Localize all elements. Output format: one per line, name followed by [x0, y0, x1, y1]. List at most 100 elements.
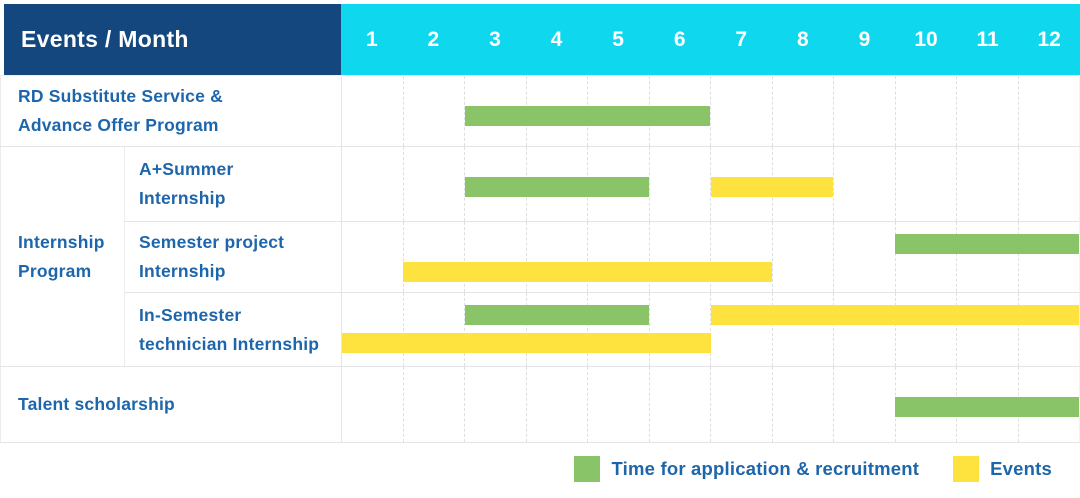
legend-item-events: Events: [953, 455, 1052, 482]
month-grid-column: [771, 367, 834, 442]
row-label-line: In-Semester: [139, 304, 242, 325]
month-grid-column: [402, 367, 465, 442]
events-color-swatch: [953, 455, 980, 482]
gantt-cell-in-semester-technician-internship: [341, 293, 1079, 366]
month-label-2: 2: [427, 27, 440, 51]
month-label-6: 6: [673, 27, 686, 51]
table-row: RD Substitute Service & Advance Offer Pr…: [0, 75, 1080, 147]
month-grid-column: [894, 76, 957, 146]
gantt-cell-talent-scholarship: [341, 367, 1079, 442]
month-grid-column: [342, 222, 403, 293]
month-grid-column: [1017, 147, 1080, 221]
gantt-bar-event: [710, 177, 834, 197]
month-gridlines: [342, 221, 1080, 293]
gantt-bar-application: [464, 106, 711, 126]
row-label-line: Talent scholarship: [18, 394, 175, 414]
month-grid-column: [402, 76, 465, 146]
month-grid-column: [771, 221, 834, 293]
group-label-line: Internship: [18, 231, 105, 252]
month-grid-column: [710, 76, 772, 146]
month-grid-column: [342, 147, 403, 221]
legend: Time for application & recruitment Event…: [0, 443, 1080, 494]
month-grid-column: [833, 293, 895, 366]
row-label-line: Internship: [139, 260, 226, 281]
row-label-line: technician Internship: [139, 333, 320, 354]
gantt-bar-application: [894, 233, 1079, 254]
month-grid-column: [648, 293, 711, 366]
month-grid-column: [894, 293, 957, 366]
month-grid-column: [1017, 221, 1080, 293]
month-header-strip: 1 2 3 4 5 6 7 8 9 10 11 12: [341, 4, 1080, 75]
month-grid-column: [833, 367, 895, 442]
row-label-line: A+Summer: [139, 158, 234, 179]
legend-label-events: Events: [990, 457, 1052, 479]
month-label-8: 8: [796, 27, 809, 51]
row-label-talent-scholarship: Talent scholarship: [0, 367, 341, 442]
table-header-row: Events / Month 1 2 3 4 5 6 7 8 9 10 11 12: [0, 4, 1080, 75]
month-label-4: 4: [550, 27, 563, 51]
gantt-bar-event: [342, 333, 711, 354]
table-row: In-Semester technician Internship: [124, 293, 1079, 366]
month-grid-column: [525, 367, 588, 442]
table-row: A+Summer Internship: [124, 147, 1079, 222]
gantt-cell-semester-project-internship: [341, 221, 1080, 293]
month-grid-column: [833, 76, 895, 146]
month-grid-column: [342, 76, 403, 146]
month-grid-column: [525, 293, 588, 366]
gantt-cell-a-summer-internship: [341, 147, 1079, 221]
month-label-12: 12: [1037, 27, 1061, 51]
month-grid-column: [648, 221, 711, 293]
month-grid-column: [464, 76, 526, 146]
month-grid-column: [342, 293, 403, 366]
gantt-cell-rd-substitute: [341, 76, 1079, 146]
row-label-rd-substitute: RD Substitute Service & Advance Offer Pr…: [0, 76, 341, 146]
legend-item-application: Time for application & recruitment: [574, 455, 920, 482]
internship-program-group: Internship Program A+Summer Internship S…: [0, 147, 1080, 367]
month-grid-column: [956, 221, 1018, 293]
row-label-line: RD Substitute Service &: [18, 86, 223, 106]
gantt-bar-application: [464, 177, 650, 197]
month-grid-column: [1017, 293, 1080, 366]
month-grid-column: [956, 147, 1018, 221]
month-grid-column: [710, 293, 772, 366]
application-color-swatch: [574, 455, 601, 482]
month-grid-column: [833, 221, 895, 293]
gantt-bar-event: [403, 261, 772, 282]
month-grid-column: [587, 221, 649, 293]
month-grid-column: [894, 221, 957, 293]
month-grid-column: [771, 76, 834, 146]
month-grid-column: [710, 147, 772, 221]
month-grid-column: [833, 147, 895, 221]
month-grid-column: [587, 367, 649, 442]
row-label-in-semester-technician-internship: In-Semester technician Internship: [124, 293, 341, 366]
table-row: Talent scholarship: [0, 367, 1080, 443]
month-grid-column: [1017, 76, 1080, 146]
row-label-a-summer-internship: A+Summer Internship: [124, 147, 341, 221]
month-grid-column: [402, 147, 465, 221]
gantt-bar-application: [464, 305, 650, 326]
month-gridlines: [342, 293, 1079, 366]
group-label-internship-program: Internship Program: [0, 147, 124, 366]
month-label-11: 11: [976, 27, 999, 51]
month-grid-column: [587, 293, 649, 366]
group-label-line: Program: [18, 260, 92, 281]
month-grid-column: [342, 367, 403, 442]
legend-label-application: Time for application & recruitment: [611, 457, 920, 479]
month-grid-column: [464, 221, 526, 293]
month-grid-column: [648, 147, 711, 221]
month-label-7: 7: [735, 27, 748, 51]
month-label-5: 5: [612, 27, 624, 51]
month-grid-column: [894, 147, 957, 221]
month-label-3: 3: [489, 27, 501, 51]
row-label-line: Internship: [139, 187, 226, 208]
month-grid-column: [648, 367, 711, 442]
gantt-bar-application: [894, 397, 1079, 417]
gantt-bar-event: [710, 305, 1079, 326]
month-grid-column: [956, 76, 1018, 146]
month-label-9: 9: [858, 27, 871, 51]
month-grid-column: [464, 293, 526, 366]
month-grid-column: [710, 221, 772, 293]
month-grid-column: [771, 293, 834, 366]
schedule-table: Events / Month 1 2 3 4 5 6 7 8 9 10 11 12 RD Substi…: [0, 4, 1080, 443]
row-label-line: Semester project: [139, 231, 285, 252]
